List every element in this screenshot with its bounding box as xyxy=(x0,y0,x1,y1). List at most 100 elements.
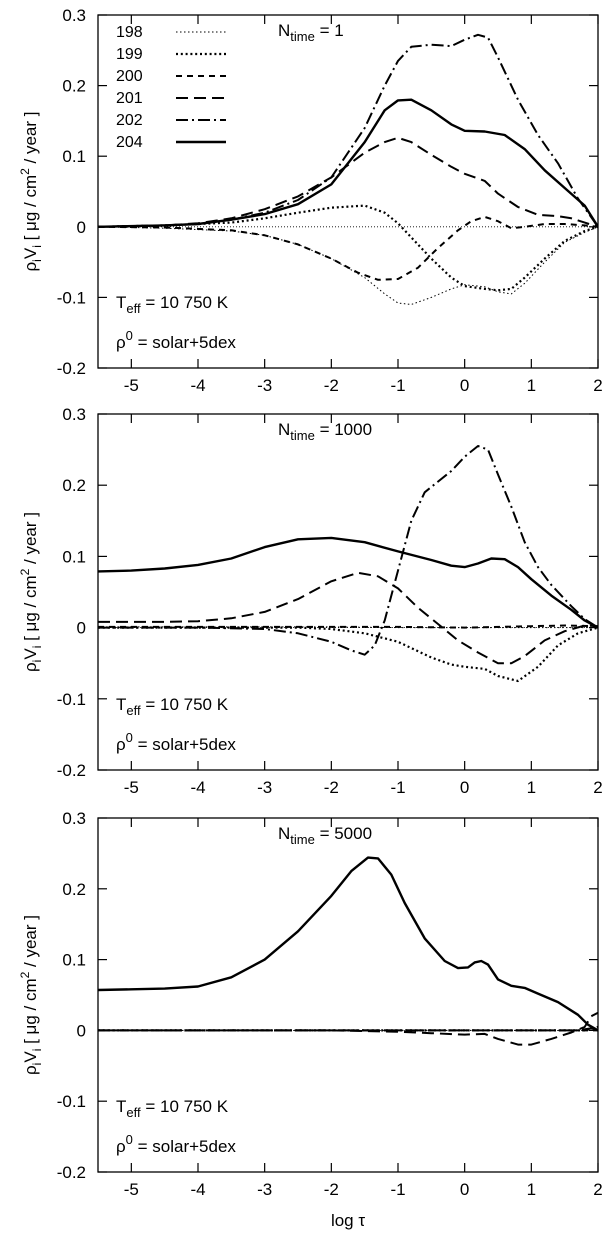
title-rest: = 5000 xyxy=(315,824,372,843)
ylabel-units: [ μg / cm xyxy=(21,175,40,245)
x-tick-label: -1 xyxy=(390,1180,405,1199)
y-axis-label: ρiVi [ μg / cm2 / year ] xyxy=(18,512,44,672)
series-line-199 xyxy=(98,626,598,683)
rho-annotation: ρ0 = solar+5dex xyxy=(116,1132,236,1156)
series-line-201 xyxy=(98,1011,598,1046)
x-axis-label: log τ xyxy=(331,1211,365,1230)
title-rest: = 1 xyxy=(315,21,344,40)
legend: 198 199 200 201 202 204 xyxy=(116,24,226,151)
x-tick-label: -2 xyxy=(324,376,339,395)
teff-main: T xyxy=(116,293,126,312)
ylabel-v: V xyxy=(21,648,40,660)
teff-rest: = 10 750 K xyxy=(141,293,229,312)
ylabel-sub-i: i xyxy=(30,1063,44,1066)
y-tick-label: 0.3 xyxy=(62,809,86,828)
teff-annotation: Teff = 10 750 K xyxy=(116,1097,229,1120)
x-tick-label: 1 xyxy=(527,778,536,797)
series-line-200 xyxy=(98,215,598,281)
x-tick-label: -3 xyxy=(257,376,272,395)
x-tick-label: 1 xyxy=(527,376,536,395)
ylabel-sub-i2: i xyxy=(30,1049,44,1052)
x-tick-label: 0 xyxy=(460,778,469,797)
x-tick-label: 2 xyxy=(593,778,602,797)
ylabel-units: [ μg / cm xyxy=(21,978,40,1048)
rho-rest: = solar+5dex xyxy=(133,333,237,352)
x-tick-label: -2 xyxy=(324,1180,339,1199)
series-line-204 xyxy=(98,98,598,228)
y-tick-label: 0.2 xyxy=(62,880,86,899)
ylabel-units: [ μg / cm xyxy=(21,575,40,645)
y-tick-label: 0 xyxy=(77,218,86,237)
x-tick-label: -3 xyxy=(257,1180,272,1199)
teff-sub: eff xyxy=(126,301,141,316)
ylabel-rho: ρ xyxy=(21,662,40,672)
y-tick-label: 0.3 xyxy=(62,6,86,25)
y-axis-label: ρiVi [ μg / cm2 / year ] xyxy=(18,112,44,272)
rho-annotation: ρ0 = solar+5dex xyxy=(116,328,236,352)
ylabel-sup-2: 2 xyxy=(18,568,32,575)
plot-frame xyxy=(97,14,599,369)
rho-main: ρ xyxy=(116,333,126,352)
legend-label: 204 xyxy=(116,134,143,151)
x-tick-label: 2 xyxy=(593,376,602,395)
ylabel-units-end: / year ] xyxy=(21,512,40,569)
x-tick-label: -5 xyxy=(124,376,139,395)
series-line-202 xyxy=(98,445,598,656)
series-line-199 xyxy=(98,204,598,292)
y-tick-label: 0.1 xyxy=(62,547,86,566)
x-tick-label: -4 xyxy=(190,376,205,395)
rho-rest: = solar+5dex xyxy=(133,1137,237,1156)
y-tick-label: 0.2 xyxy=(62,77,86,96)
panel-title: Ntime = 5000 xyxy=(278,824,372,847)
title-main: N xyxy=(278,21,290,40)
x-tick-label: -3 xyxy=(257,778,272,797)
series-line-204 xyxy=(98,536,598,629)
series-line-202 xyxy=(98,33,598,228)
legend-label: 199 xyxy=(116,46,143,63)
x-tick-label: 0 xyxy=(460,376,469,395)
x-tick-label: -4 xyxy=(190,1180,205,1199)
x-tick-label: -4 xyxy=(190,778,205,797)
x-tick-label: 1 xyxy=(527,1180,536,1199)
teff-rest: = 10 750 K xyxy=(141,695,229,714)
y-axis-label: ρiVi [ μg / cm2 / year ] xyxy=(18,915,44,1075)
title-sub: time xyxy=(290,832,315,847)
title-rest: = 1000 xyxy=(315,420,372,439)
legend-label: 200 xyxy=(116,68,143,85)
panel-title: Ntime = 1 xyxy=(278,21,344,44)
teff-main: T xyxy=(116,1097,126,1116)
rho-sup: 0 xyxy=(126,1132,133,1147)
x-tick-label: 2 xyxy=(593,1180,602,1199)
x-tick-label: -2 xyxy=(324,778,339,797)
teff-sub: eff xyxy=(126,703,141,718)
title-sub: time xyxy=(290,428,315,443)
legend-label: 198 xyxy=(116,24,143,41)
legend-label: 202 xyxy=(116,112,143,129)
ylabel-v: V xyxy=(21,1051,40,1063)
teff-rest: = 10 750 K xyxy=(141,1097,229,1116)
rho-main: ρ xyxy=(116,735,126,754)
ylabel-sub-i2: i xyxy=(30,646,44,649)
teff-annotation: Teff = 10 750 K xyxy=(116,695,229,718)
y-tick-label: -0.2 xyxy=(57,761,86,780)
y-tick-label: 0.1 xyxy=(62,147,86,166)
x-tick-label: -5 xyxy=(124,778,139,797)
x-tick-label: 0 xyxy=(460,1180,469,1199)
rho-sup: 0 xyxy=(126,328,133,343)
plot-frame xyxy=(97,817,599,1173)
x-tick-label: -1 xyxy=(390,376,405,395)
title-sub: time xyxy=(290,29,315,44)
y-tick-label: 0 xyxy=(77,619,86,638)
title-main: N xyxy=(278,420,290,439)
teff-annotation: Teff = 10 750 K xyxy=(116,293,229,316)
teff-main: T xyxy=(116,695,126,714)
ylabel-sup-2: 2 xyxy=(18,168,32,175)
series-line-201 xyxy=(98,571,598,665)
series-line-204 xyxy=(98,856,598,1032)
x-tick-label: -1 xyxy=(390,778,405,797)
y-tick-label: 0 xyxy=(77,1021,86,1040)
series-line-198 xyxy=(98,226,598,305)
